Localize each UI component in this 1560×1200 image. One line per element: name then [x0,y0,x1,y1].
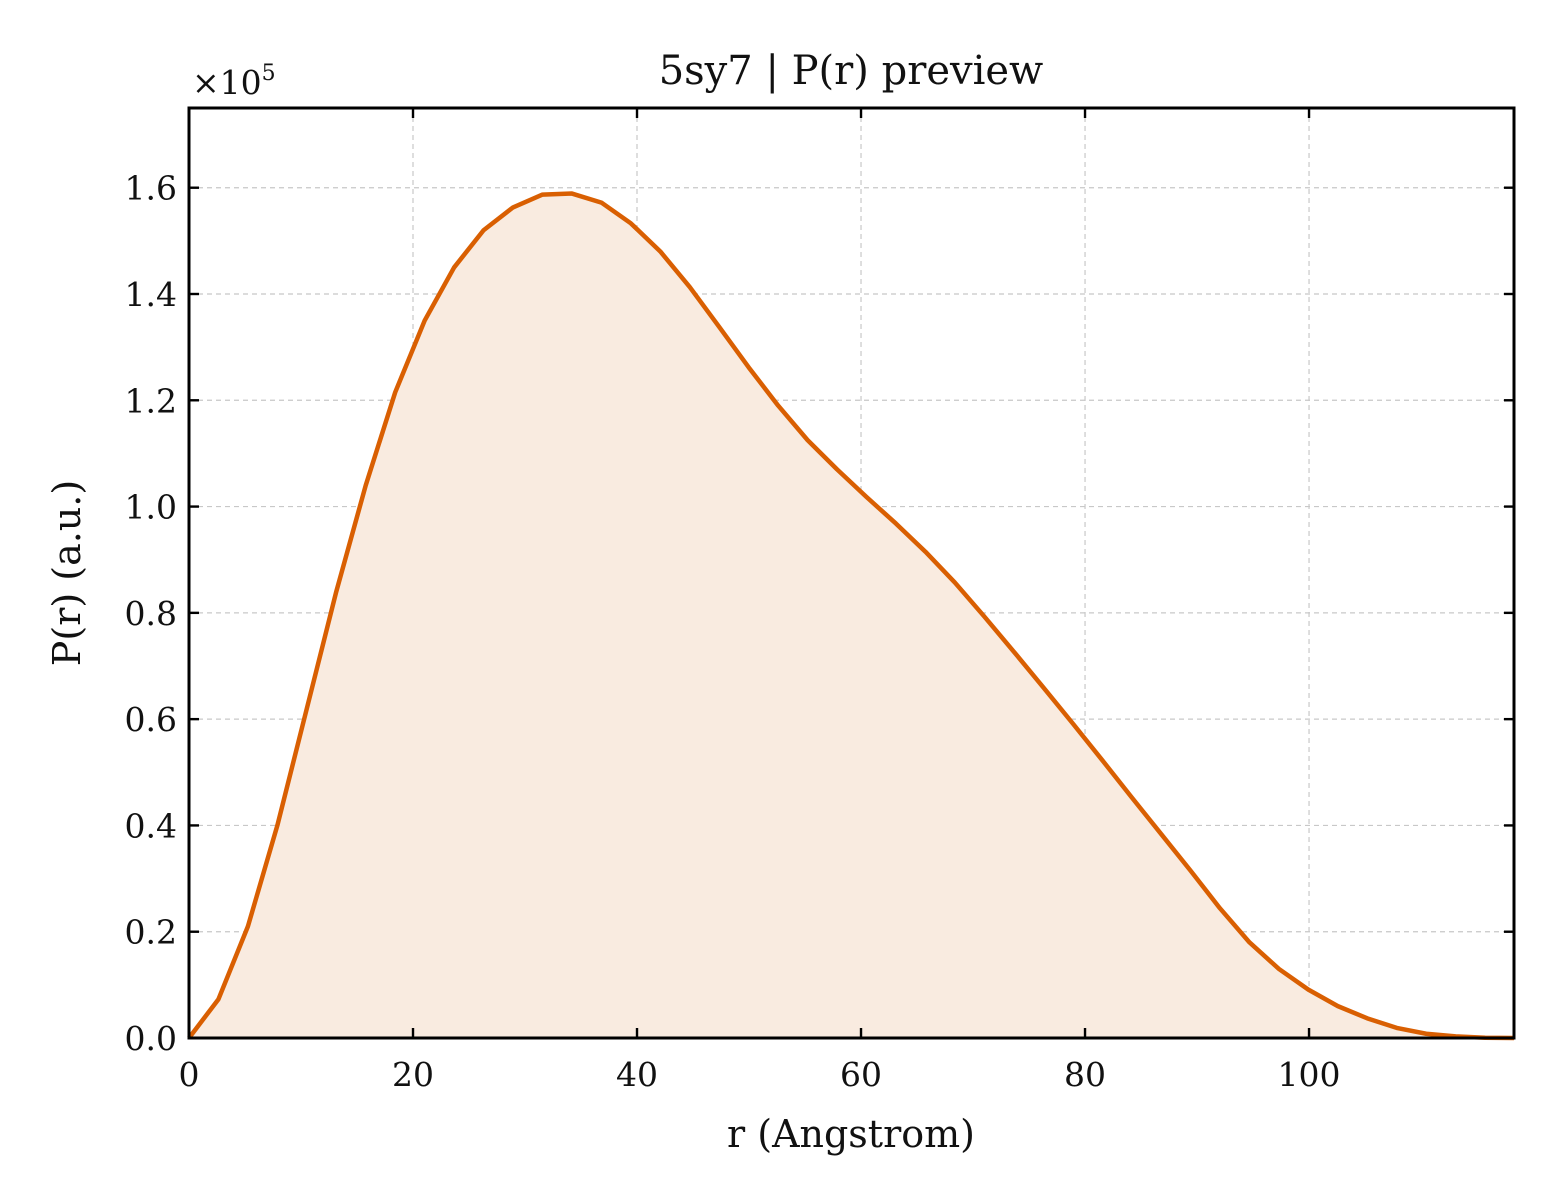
y-tick-label: 0.0 [125,1019,177,1058]
y-axis-label: P(r) (a.u.) [45,480,89,666]
x-tick-label: 100 [1278,1055,1341,1094]
y-tick-label: 0.6 [125,700,177,739]
y-tick-label: 1.6 [125,169,177,208]
x-tick-label: 40 [616,1055,658,1094]
y-tick-label: 1.4 [125,275,177,314]
y-tick-label: 0.8 [125,594,177,633]
y-tick-label: 0.2 [125,913,177,952]
y-tick-label: 1.0 [125,488,177,527]
y-multiplier-exponent: 5 [262,61,276,86]
y-tick-label: 1.2 [125,381,177,420]
pr-area-fill [189,193,1514,1038]
plot-frame [187,106,1516,1040]
x-axis-label: r (Angstrom) [727,1112,975,1156]
x-tick-label: 60 [840,1055,882,1094]
pr-series-line [187,191,1515,1041]
y-multiplier-base: ×10 [192,63,262,102]
x-tick-label: 80 [1064,1055,1106,1094]
chart-title: 5sy7 | P(r) preview [659,48,1044,94]
y-multiplier: ×105 [192,61,276,102]
x-tick-label: 20 [392,1055,434,1094]
x-tick-label: 0 [179,1055,200,1094]
y-tick-label: 0.4 [125,806,177,845]
tick-labels: 0 20 40 60 80 100 0.0 0.2 0.4 0.6 0.8 1.0 1.2 1.4 1.6 [125,169,1341,1094]
